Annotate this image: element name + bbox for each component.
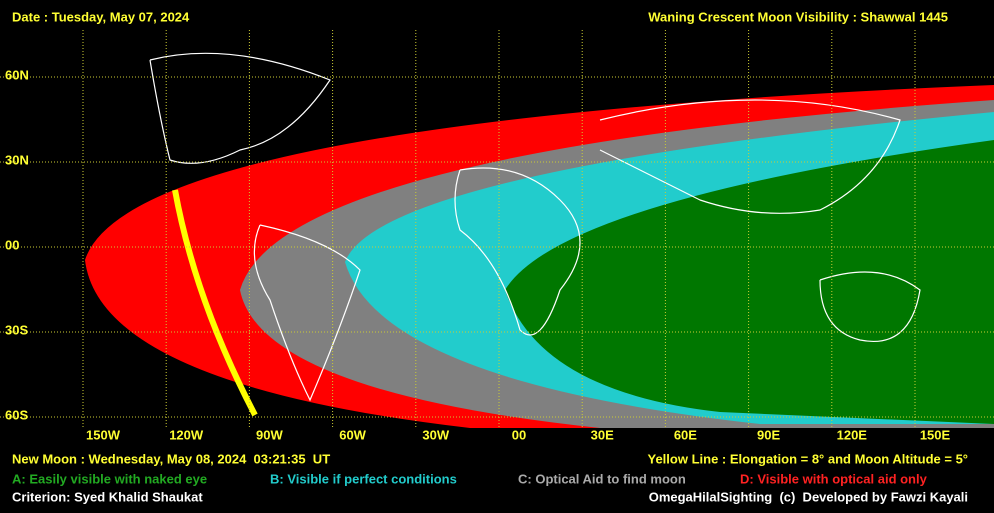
- lat-label: 30S: [5, 322, 28, 337]
- lon-label: 150W: [86, 427, 121, 442]
- lon-label: 120W: [169, 427, 204, 442]
- legend-c: C: Optical Aid to find moon: [518, 471, 686, 486]
- date: Date : Tuesday, May 07, 2024: [12, 9, 190, 24]
- lat-label: 30N: [5, 152, 29, 167]
- legend-b: B: Visible if perfect conditions: [270, 471, 457, 486]
- new-moon: New Moon : Wednesday, May 08, 2024 03:21…: [12, 451, 330, 466]
- lat-label: 60S: [5, 407, 28, 422]
- map: [0, 30, 994, 428]
- grid: [0, 30, 994, 428]
- legend-d: D: Visible with optical aid only: [740, 471, 928, 486]
- lon-label: 30E: [591, 427, 614, 442]
- lon-label: 90E: [757, 427, 780, 442]
- legend-a: A: Easily visible with naked eye: [12, 471, 207, 486]
- lon-label: 90W: [256, 427, 283, 442]
- zone-a: [505, 140, 994, 424]
- title: Waning Crescent Moon Visibility : Shawwa…: [648, 9, 948, 24]
- yellow-line: [172, 189, 258, 417]
- coastlines: [149, 52, 921, 402]
- lon-label: 60W: [339, 427, 366, 442]
- yellow-line-note: Yellow Line : Elongation = 8° and Moon A…: [648, 451, 969, 466]
- lon-label: 60E: [674, 427, 697, 442]
- criterion: Criterion: Syed Khalid Shaukat: [12, 489, 203, 504]
- lon-label: 150E: [920, 427, 951, 442]
- credit: OmegaHilalSighting (c) Developed by Fawz…: [649, 489, 968, 504]
- lat-label: 00: [5, 237, 19, 252]
- lon-label: 00: [512, 427, 526, 442]
- lon-label: 30W: [422, 427, 449, 442]
- lat-label: 60N: [5, 67, 29, 82]
- lon-label: 120E: [837, 427, 868, 442]
